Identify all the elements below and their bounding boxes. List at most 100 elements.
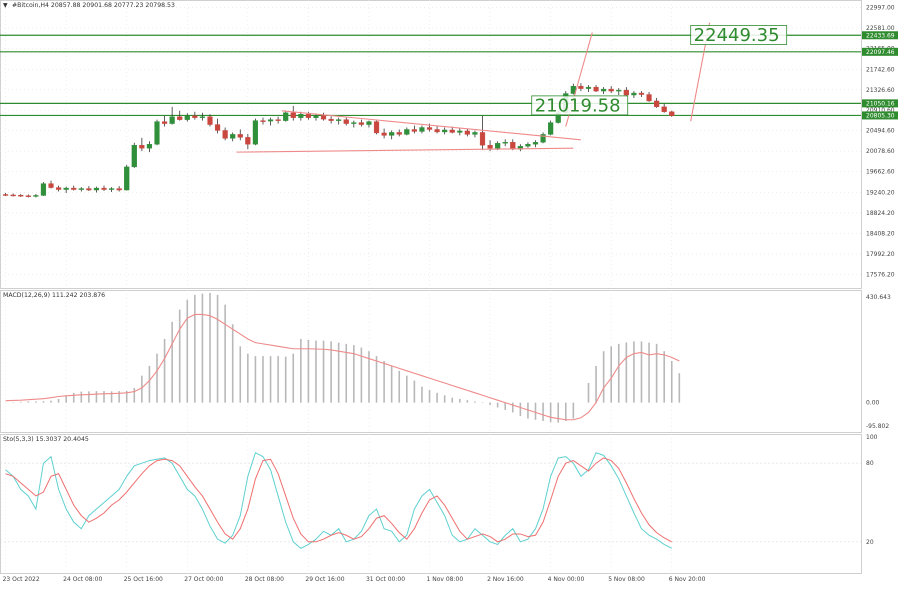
candle-body bbox=[669, 111, 675, 116]
candle-body bbox=[411, 129, 417, 132]
candle-body bbox=[525, 144, 531, 147]
candle-body bbox=[93, 187, 100, 191]
candle-body bbox=[146, 144, 153, 149]
stoch-d-line bbox=[5, 457, 672, 543]
candle-body bbox=[479, 132, 486, 146]
price-annotation-box bbox=[531, 95, 629, 116]
candle-body bbox=[33, 195, 39, 197]
candle-body bbox=[260, 120, 266, 122]
candle-body bbox=[230, 134, 236, 139]
candle-body bbox=[71, 187, 77, 190]
candle-body bbox=[10, 194, 16, 197]
candle-body bbox=[593, 86, 599, 92]
macd-signal-line bbox=[5, 313, 680, 421]
candle-body bbox=[426, 127, 433, 130]
price-annotation: 22449.35 bbox=[690, 25, 788, 46]
price-tick-label: 21326.60 bbox=[866, 87, 895, 94]
candle-body bbox=[275, 119, 281, 121]
candle-body bbox=[434, 129, 440, 133]
candle-body bbox=[86, 188, 92, 191]
candle-body bbox=[373, 121, 380, 134]
candle-body bbox=[108, 188, 115, 190]
candle-body bbox=[654, 100, 660, 108]
candle-body bbox=[40, 183, 47, 196]
price-tick-label: 20494.60 bbox=[866, 128, 895, 135]
candle-body bbox=[214, 124, 221, 131]
candle-body bbox=[389, 132, 395, 136]
candle-body bbox=[313, 115, 319, 118]
symbol-header: #Bitcoin,H4 20857.88 20901.68 20777.23 2… bbox=[12, 2, 175, 9]
candle-body bbox=[252, 120, 259, 145]
candle-body bbox=[25, 195, 31, 197]
candle-body bbox=[601, 88, 607, 92]
candle-body bbox=[298, 114, 304, 118]
candle-body bbox=[404, 129, 410, 135]
candle-body bbox=[631, 92, 637, 96]
time-tick-label: 25 Oct 16:00 bbox=[124, 576, 163, 583]
level-price-tag-text: 21050.16 bbox=[866, 101, 895, 108]
panel-frame bbox=[0, 434, 862, 574]
candle-body bbox=[472, 132, 478, 135]
price-tick-label: 20910.60 bbox=[866, 107, 895, 114]
symbol-dropdown-icon[interactable]: ▼ bbox=[3, 2, 8, 9]
candle-body bbox=[510, 142, 516, 150]
stoch-k-line bbox=[5, 452, 672, 549]
time-tick-label: 29 Oct 16:00 bbox=[305, 576, 344, 583]
candle-body bbox=[343, 119, 349, 124]
price-annotation-box bbox=[690, 25, 788, 45]
candle-body bbox=[366, 121, 372, 125]
candle-body bbox=[78, 188, 84, 190]
trendline bbox=[281, 110, 581, 141]
candle-body bbox=[184, 115, 190, 120]
time-tick-label: 2 Nov 16:00 bbox=[487, 576, 524, 583]
candle-body bbox=[540, 134, 546, 143]
price-annotation: 21019.58 bbox=[531, 95, 629, 116]
candle-body bbox=[124, 166, 130, 191]
candle-body bbox=[207, 116, 213, 125]
candle-body bbox=[351, 122, 357, 124]
time-tick-label: 28 Oct 08:00 bbox=[245, 576, 284, 583]
candle-body bbox=[328, 118, 334, 121]
candle-body bbox=[169, 116, 175, 124]
candle-body bbox=[419, 127, 425, 132]
level-price-tag bbox=[862, 111, 898, 120]
price-tick-label: 17992.20 bbox=[866, 251, 895, 258]
candle-body bbox=[487, 145, 493, 149]
candle-body bbox=[18, 194, 24, 197]
macd-tick-label: 0.00 bbox=[866, 400, 880, 407]
candle-body bbox=[336, 119, 342, 121]
candle-body bbox=[154, 121, 160, 145]
price-tick-label: 18408.20 bbox=[866, 230, 895, 237]
price-tick-label: 20078.60 bbox=[866, 148, 895, 155]
candle-body bbox=[396, 132, 402, 135]
candle-body bbox=[305, 114, 312, 118]
candle-body bbox=[48, 183, 54, 188]
time-tick-label: 23 Oct 2022 bbox=[3, 576, 40, 583]
candle-body bbox=[320, 115, 327, 120]
candle-body bbox=[608, 88, 614, 92]
level-price-tag bbox=[862, 31, 898, 40]
price-annotation-text: 21019.58 bbox=[535, 95, 621, 116]
candle-body bbox=[283, 112, 289, 121]
macd-tick-label: -95.802 bbox=[866, 423, 889, 430]
price-tick-label: 17576.20 bbox=[866, 271, 895, 278]
candle-body bbox=[638, 92, 645, 95]
candle-body bbox=[464, 130, 470, 135]
candle-body bbox=[578, 85, 584, 89]
level-price-tag-text: 22433.69 bbox=[866, 32, 895, 39]
macd-label: MACD(12,26,9) 111.242 203.876 bbox=[3, 292, 105, 299]
trendline bbox=[236, 147, 574, 153]
candle-body bbox=[199, 116, 206, 118]
time-tick-label: 4 Nov 00:00 bbox=[548, 576, 585, 583]
candle-body bbox=[585, 86, 592, 89]
price-tick-label: 22997.00 bbox=[866, 5, 895, 12]
time-tick-label: 5 Nov 08:00 bbox=[608, 576, 645, 583]
level-price-tag bbox=[862, 99, 898, 108]
candle-body bbox=[116, 188, 122, 191]
candle-body bbox=[63, 187, 69, 190]
stoch-label: Sto(5,3,3) 15.3037 20.4045 bbox=[3, 436, 89, 443]
price-tick-label: 22581.00 bbox=[866, 25, 895, 32]
candle-body bbox=[457, 130, 463, 133]
